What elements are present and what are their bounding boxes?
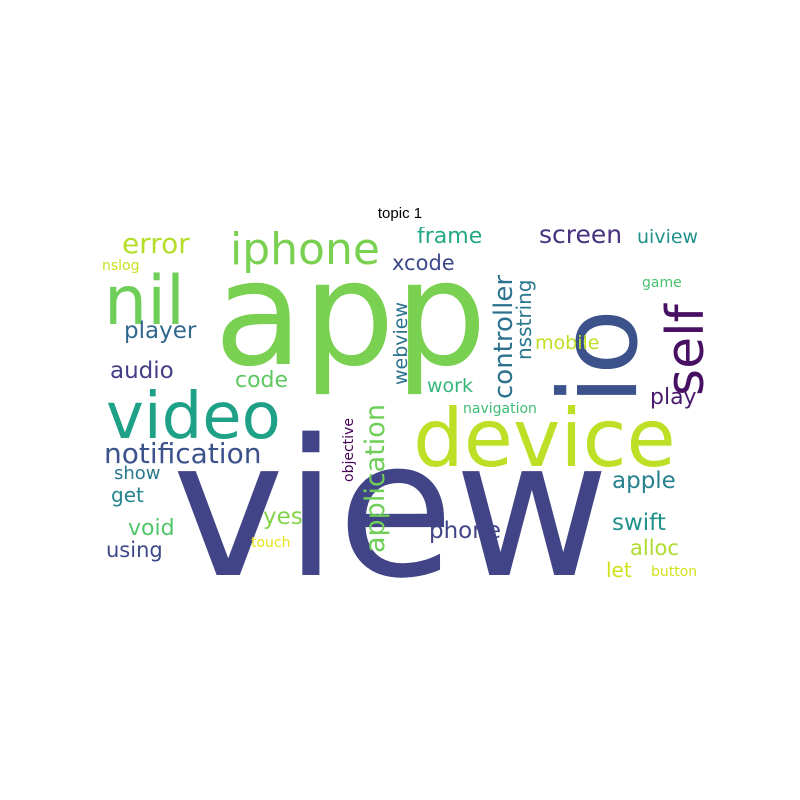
word-notification: notification xyxy=(104,437,262,470)
word-objective: objective xyxy=(341,418,357,482)
word-play: play xyxy=(650,385,697,410)
word-webview: webview xyxy=(390,301,412,385)
word-device: device xyxy=(413,392,676,485)
word-code: code xyxy=(235,368,289,393)
word-iphone: iphone xyxy=(230,227,380,275)
word-phone: phone xyxy=(429,518,501,544)
word-get: get xyxy=(111,483,144,507)
word-video: video xyxy=(106,380,281,454)
word-let: let xyxy=(606,558,632,582)
word-uiview: uiview xyxy=(637,227,699,248)
word-io: io xyxy=(537,308,662,405)
word-self: self xyxy=(656,304,712,396)
word-xcode: xcode xyxy=(392,251,455,275)
word-game: game xyxy=(642,275,682,291)
word-touch: touch xyxy=(251,535,291,551)
word-cloud: view app io device video nil iphone self… xyxy=(100,227,712,585)
word-nsstring: nsstring xyxy=(512,279,536,360)
word-view: view xyxy=(172,399,610,586)
word-swift: swift xyxy=(612,510,666,536)
word-alloc: alloc xyxy=(630,536,679,560)
word-navigation: navigation xyxy=(463,401,537,417)
word-mobile: mobile xyxy=(535,332,600,354)
word-apple: apple xyxy=(612,468,676,494)
word-nil: nil xyxy=(104,262,185,341)
word-work: work xyxy=(427,375,473,397)
word-show: show xyxy=(114,463,161,484)
figure-title: topic 1 xyxy=(377,205,423,222)
word-player: player xyxy=(124,318,197,344)
word-nslog: nslog xyxy=(102,258,140,274)
word-screen: screen xyxy=(539,227,623,249)
word-error: error xyxy=(122,227,190,260)
word-yes: yes xyxy=(263,504,303,530)
word-audio: audio xyxy=(110,358,174,384)
word-frame: frame xyxy=(417,227,483,249)
word-void: void xyxy=(128,516,175,541)
word-button: button xyxy=(651,564,698,580)
word-app: app xyxy=(214,230,487,399)
word-using: using xyxy=(106,538,163,562)
word-application: application xyxy=(360,404,391,553)
